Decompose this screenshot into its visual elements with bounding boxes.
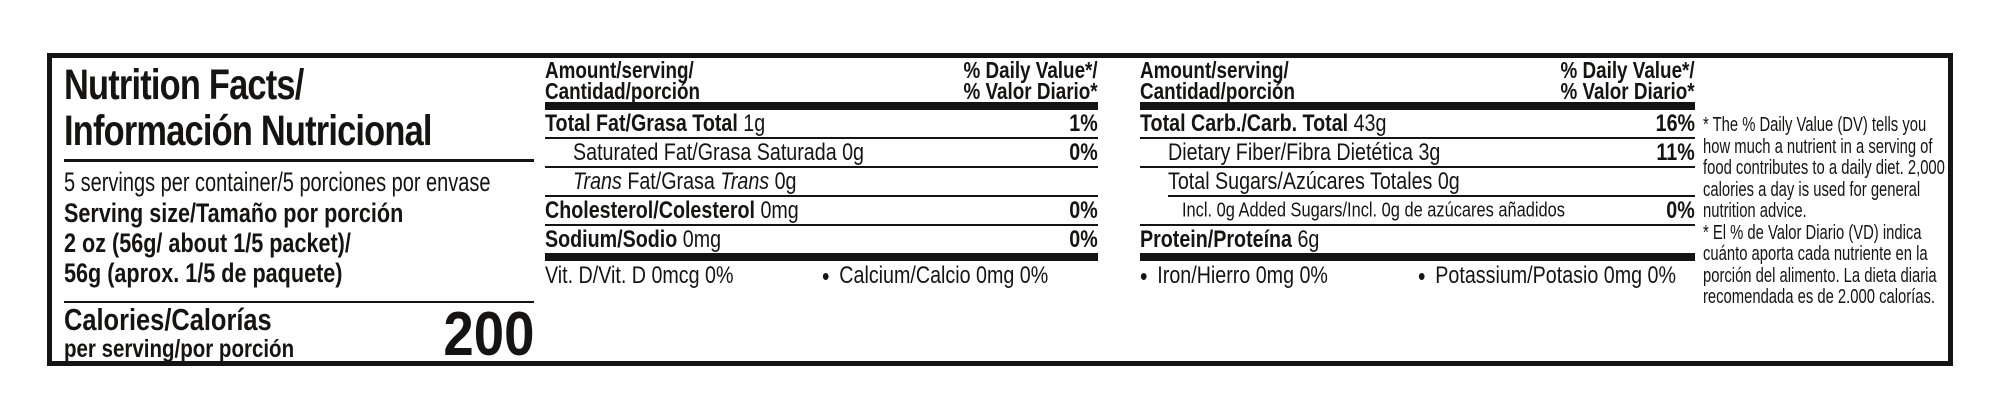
micronutrient-row: Vit. D/Vit. D 0mcg 0% • Calcium/Calcio 0… — [545, 261, 1098, 291]
nutrient-name: Dietary Fiber/Fibra Dietética 3g — [1168, 138, 1441, 166]
micronutrient-item-potassium: • Potassium/Potasio 0mg 0% — [1417, 260, 1676, 291]
footer-thick-bar — [1140, 253, 1695, 261]
serving-size-block: Serving size/Tamaño por porción 2 oz (56… — [64, 198, 403, 288]
serving-size-value-line-2: 56g (aprox. 1/5 de paquete) — [64, 258, 343, 288]
nutrient-row-sodium: Sodium/Sodio 0mg 0% — [545, 226, 1098, 253]
nutrient-row-dietary-fiber: Dietary Fiber/Fibra Dietética 3g 11% — [1140, 139, 1695, 168]
nutrient-name: Sodium/Sodio 0mg — [545, 225, 722, 253]
nutrient-amount: 6g — [1292, 225, 1320, 253]
nutrient-column-1: Amount/serving/ Cantidad/porción % Daily… — [545, 57, 1098, 291]
daily-value: 16% — [1655, 109, 1695, 137]
amount-serving-heading: Amount/serving/ Cantidad/porción — [545, 57, 701, 104]
micronutrient-item-calcium: • Calcium/Calcio 0mg 0% — [821, 260, 1048, 291]
nutrient-name: Incl. 0g Added Sugars/Incl. 0g de azúcar… — [1182, 199, 1565, 221]
micronutrient-item-vitamin-d: Vit. D/Vit. D 0mcg 0% — [545, 262, 734, 289]
daily-value: 0% — [1069, 225, 1098, 253]
bullet-separator: • — [1417, 260, 1425, 291]
daily-value: 1% — [1069, 109, 1098, 137]
panel-title: Nutrition Facts/ Información Nutricional — [64, 62, 440, 154]
nutrient-amount: 0mg — [754, 196, 799, 224]
micronutrient-row: • Iron/Hierro 0mg 0% • Potassium/Potasio… — [1140, 261, 1695, 291]
nutrient-amount: 0mg — [677, 225, 722, 253]
title-line-english: Nutrition Facts/ — [64, 61, 304, 109]
nutrient-row-total-sugars: Total Sugars/Azúcares Totales 0g — [1140, 168, 1695, 195]
header-thick-bar — [545, 102, 1098, 110]
nutrient-row-total-carb: Total Carb./Carb. Total 43g 16% — [1140, 110, 1695, 139]
daily-value-heading: % Daily Value*/ % Valor Diario* — [1560, 57, 1695, 104]
indented-hairline — [1168, 195, 1695, 197]
servings-per-container: 5 servings per container/5 porciones por… — [64, 167, 491, 197]
nutrient-column-2: Amount/serving/ Cantidad/porción % Daily… — [1140, 57, 1695, 291]
calories-value: 200 — [442, 300, 534, 369]
nutrient-name: Trans Fat/Grasa Trans 0g — [573, 167, 797, 195]
daily-value-footnote: * The % Daily Value (DV) tells you how m… — [1703, 114, 1949, 309]
column-1-header: Amount/serving/ Cantidad/porción % Daily… — [545, 57, 1098, 104]
bullet-separator: • — [1140, 260, 1148, 291]
daily-value: 11% — [1656, 138, 1695, 166]
serving-size-label: Serving size/Tamaño por porción — [64, 198, 404, 228]
footnote-spanish: * El % de Valor Diario (VD) indica cuánt… — [1703, 221, 1937, 308]
title-divider — [64, 159, 534, 162]
calories-sublabel: per serving/por porción — [64, 335, 295, 363]
daily-value: 0% — [1069, 138, 1098, 166]
amount-serving-heading: Amount/serving/ Cantidad/porción — [1140, 57, 1296, 104]
header-thick-bar — [1140, 102, 1695, 110]
nutrient-amount: 43g — [1348, 109, 1387, 137]
nutrient-name: Saturated Fat/Grasa Saturada 0g — [573, 138, 865, 166]
calories-row: Calories/Calorías per serving/por porció… — [64, 300, 534, 369]
nutrient-row-added-sugars: Incl. 0g Added Sugars/Incl. 0g de azúcar… — [1140, 197, 1695, 226]
bullet-separator: • — [821, 260, 829, 291]
nutrient-name: Total Sugars/Azúcares Totales 0g — [1168, 167, 1460, 195]
title-line-spanish: Información Nutricional — [64, 107, 432, 155]
daily-value: 0% — [1069, 196, 1098, 224]
footnote-english: * The % Daily Value (DV) tells you how m… — [1703, 114, 1945, 222]
calories-divider — [64, 301, 534, 303]
nutrient-name: Cholesterol/Colesterol 0mg — [545, 196, 799, 224]
nutrient-amount: 1g — [737, 109, 766, 137]
nutrient-row-cholesterol: Cholesterol/Colesterol 0mg 0% — [545, 197, 1098, 226]
nutrient-row-saturated-fat: Saturated Fat/Grasa Saturada 0g 0% — [545, 139, 1098, 168]
micronutrient-item-iron: • Iron/Hierro 0mg 0% — [1140, 260, 1328, 291]
nutrient-row-trans-fat: Trans Fat/Grasa Trans 0g — [545, 168, 1098, 197]
nutrient-row-protein: Protein/Proteína 6g — [1140, 226, 1695, 253]
nutrient-name: Total Carb./Carb. Total 43g — [1140, 109, 1387, 137]
nutrient-name: Protein/Proteína 6g — [1140, 225, 1320, 253]
calories-label: Calories/Calorías — [64, 302, 272, 337]
daily-value: 0% — [1666, 196, 1695, 224]
column-2-header: Amount/serving/ Cantidad/porción % Daily… — [1140, 57, 1695, 104]
nutrient-row-total-fat: Total Fat/Grasa Total 1g 1% — [545, 110, 1098, 139]
serving-size-value-line-1: 2 oz (56g/ about 1/5 packet)/ — [64, 228, 351, 258]
nutrient-name: Total Fat/Grasa Total 1g — [545, 109, 766, 137]
footer-thick-bar — [545, 253, 1098, 261]
identity-section: Nutrition Facts/ Información Nutricional… — [64, 62, 534, 366]
calories-labels: Calories/Calorías per serving/por porció… — [64, 302, 295, 363]
nutrition-facts-panel: Nutrition Facts/ Información Nutricional… — [47, 53, 1953, 366]
daily-value-heading: % Daily Value*/ % Valor Diario* — [963, 57, 1098, 104]
